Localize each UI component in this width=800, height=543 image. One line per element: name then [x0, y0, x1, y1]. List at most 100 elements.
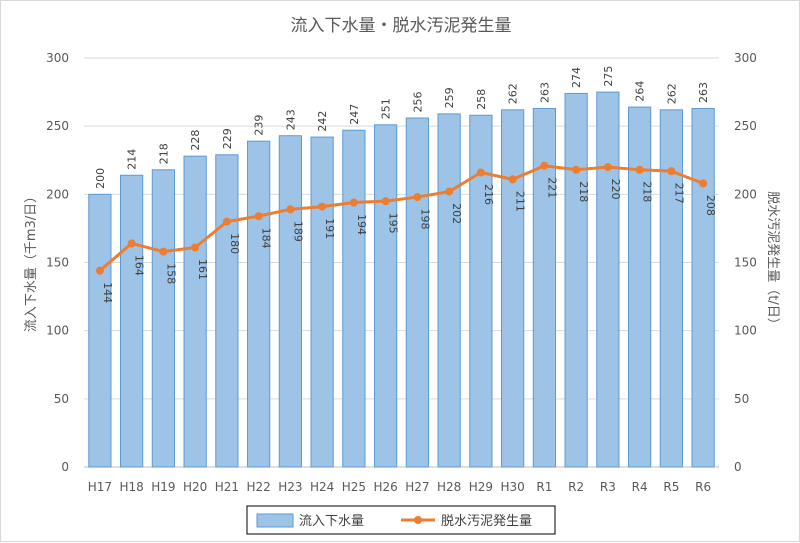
x-tick-label: H30: [500, 480, 524, 494]
line-value-label: 218: [641, 181, 654, 202]
bar-value-label: 256: [411, 91, 424, 112]
line-point: [318, 202, 327, 211]
x-tick-label: H22: [246, 480, 270, 494]
bar-value-label: 218: [157, 143, 170, 164]
line-point: [349, 198, 358, 207]
bar: [405, 117, 429, 468]
bar-value-label: 247: [348, 104, 361, 125]
line-data-labels: 144 164 158 161 180 184 189 191 194 195 198 202 216 2…: [101, 177, 717, 303]
line-value-label: 208: [704, 195, 717, 216]
bar-value-label: 258: [475, 89, 488, 110]
right-tick-label: 50: [734, 392, 749, 406]
bar: [691, 107, 715, 468]
line-value-label: 194: [355, 214, 368, 235]
bar: [278, 135, 302, 468]
left-tick-label: 150: [46, 256, 69, 270]
bar-value-label: 262: [665, 83, 678, 104]
line-point: [572, 165, 581, 174]
legend-line-label: 脱水汚泥発生量: [441, 514, 532, 529]
chart-title: 流入下水量・脱水汚泥発生量: [291, 16, 512, 36]
x-tick-label: H28: [437, 480, 461, 494]
line-point: [476, 168, 485, 177]
legend-bar-label: 流入下水量: [299, 514, 364, 529]
line-series: [95, 161, 708, 275]
x-tick-label: H27: [405, 480, 429, 494]
bar-data-labels: 200 214 218 228 229 239 243 242 247 251 256 259 258 2…: [94, 66, 710, 189]
right-tick-label: 200: [734, 187, 757, 201]
x-tick-label: R1: [536, 480, 552, 494]
line-point: [603, 163, 612, 172]
line-point: [413, 193, 422, 202]
bar: [151, 169, 175, 468]
x-tick-label: R6: [695, 480, 711, 494]
line-value-label: 220: [609, 179, 622, 200]
line-point: [254, 212, 263, 221]
bar-value-label: 239: [253, 115, 266, 136]
x-tick-label: H25: [342, 480, 366, 494]
bar: [88, 193, 112, 468]
line-value-label: 191: [323, 218, 336, 239]
x-axis: H17 H18 H19 H20 H21 H22 H23 H24 H25 H26 H27 H28 H29 H…: [88, 480, 711, 494]
line-value-label: 164: [133, 255, 146, 276]
bar-value-label: 214: [126, 149, 139, 170]
bar-series: [88, 91, 715, 468]
x-tick-label: H20: [183, 480, 207, 494]
bar: [120, 174, 144, 468]
line-point: [159, 247, 168, 256]
bar-value-label: 251: [380, 98, 393, 119]
line-value-label: 202: [450, 203, 463, 224]
line-value-label: 217: [672, 183, 685, 204]
legend-line-marker: [414, 516, 422, 524]
bar: [659, 109, 683, 468]
bar: [374, 124, 398, 468]
legend: 流入下水量 脱水汚泥発生量: [246, 505, 556, 535]
bar: [469, 114, 493, 468]
series-line: [98, 164, 704, 272]
bar: [437, 113, 461, 468]
line-point: [667, 167, 676, 176]
x-tick-label: H24: [310, 480, 334, 494]
left-axis-title: 流入下水量（千m3/日）: [24, 190, 39, 332]
left-tick-label: 100: [46, 324, 69, 338]
line-value-label: 158: [164, 263, 177, 284]
line-value-label: 198: [418, 209, 431, 230]
bar: [564, 92, 588, 468]
left-tick-label: 0: [61, 460, 69, 474]
x-tick-label: R2: [568, 480, 584, 494]
bar: [247, 140, 271, 468]
line-point: [127, 239, 136, 248]
line-point: [381, 197, 390, 206]
line-point: [540, 161, 549, 170]
line-point: [445, 187, 454, 196]
bar-value-label: 259: [443, 87, 456, 108]
line-point: [635, 165, 644, 174]
bar-value-label: 229: [221, 128, 234, 149]
x-tick-label: H21: [215, 480, 239, 494]
bar: [342, 129, 366, 468]
bar-value-label: 264: [634, 81, 647, 102]
x-tick-label: H19: [151, 480, 175, 494]
x-tick-label: R5: [663, 480, 679, 494]
right-tick-label: 100: [734, 324, 757, 338]
bar-value-label: 263: [697, 82, 710, 103]
gridlines: [84, 57, 719, 468]
line-point: [286, 205, 295, 214]
left-tick-label: 300: [46, 51, 69, 65]
line-value-label: 180: [228, 233, 241, 254]
x-tick-label: H17: [88, 480, 112, 494]
right-tick-label: 250: [734, 119, 757, 133]
line-value-label: 216: [482, 184, 495, 205]
bar: [310, 136, 334, 468]
line-value-label: 189: [291, 221, 304, 242]
left-tick-label: 200: [46, 187, 69, 201]
x-tick-label: H23: [278, 480, 302, 494]
left-tick-label: 50: [54, 392, 69, 406]
line-point: [95, 266, 104, 275]
line-point: [699, 179, 708, 188]
line-value-label: 218: [577, 181, 590, 202]
right-tick-label: 300: [734, 51, 757, 65]
x-tick-label: H18: [119, 480, 143, 494]
bar: [596, 91, 620, 468]
